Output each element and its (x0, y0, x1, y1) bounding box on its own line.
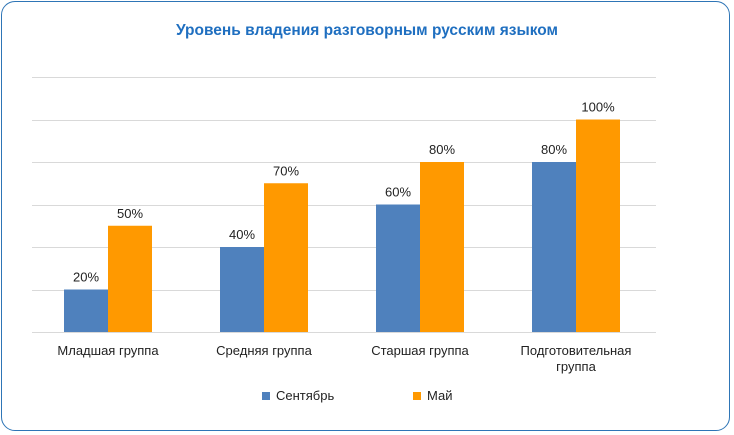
bar-september (532, 162, 576, 332)
legend-item-september: Сентябрь (262, 388, 334, 403)
data-label: 60% (385, 185, 411, 200)
data-label: 40% (229, 227, 255, 242)
data-label: 80% (429, 142, 455, 157)
data-label: 80% (541, 142, 567, 157)
bar-september (64, 289, 108, 332)
legend-label-may: Май (427, 388, 453, 403)
legend-item-may: Май (413, 388, 452, 403)
legend-swatch-may (413, 391, 421, 400)
data-label: 100% (581, 100, 615, 115)
category-label: Подготовительная группа (521, 343, 632, 374)
legend-label-september: Сентябрь (276, 388, 335, 403)
bar-may (264, 183, 308, 332)
category-label: Старшая группа (371, 343, 469, 358)
bar-may (108, 225, 152, 332)
chart-legend: Сентябрь Май (0, 388, 734, 408)
category-label: Младшая группа (57, 343, 159, 358)
chart-title: Уровень владения разговорным русским язы… (175, 22, 559, 39)
bar-may (420, 162, 464, 332)
bar-september (220, 247, 264, 332)
bar-september (376, 204, 420, 332)
category-label: Средняя группа (216, 343, 312, 358)
data-label: 20% (73, 270, 99, 285)
bar-may (576, 119, 620, 332)
data-label: 70% (273, 163, 299, 178)
data-label: 50% (117, 206, 143, 221)
legend-swatch-september (262, 391, 270, 400)
